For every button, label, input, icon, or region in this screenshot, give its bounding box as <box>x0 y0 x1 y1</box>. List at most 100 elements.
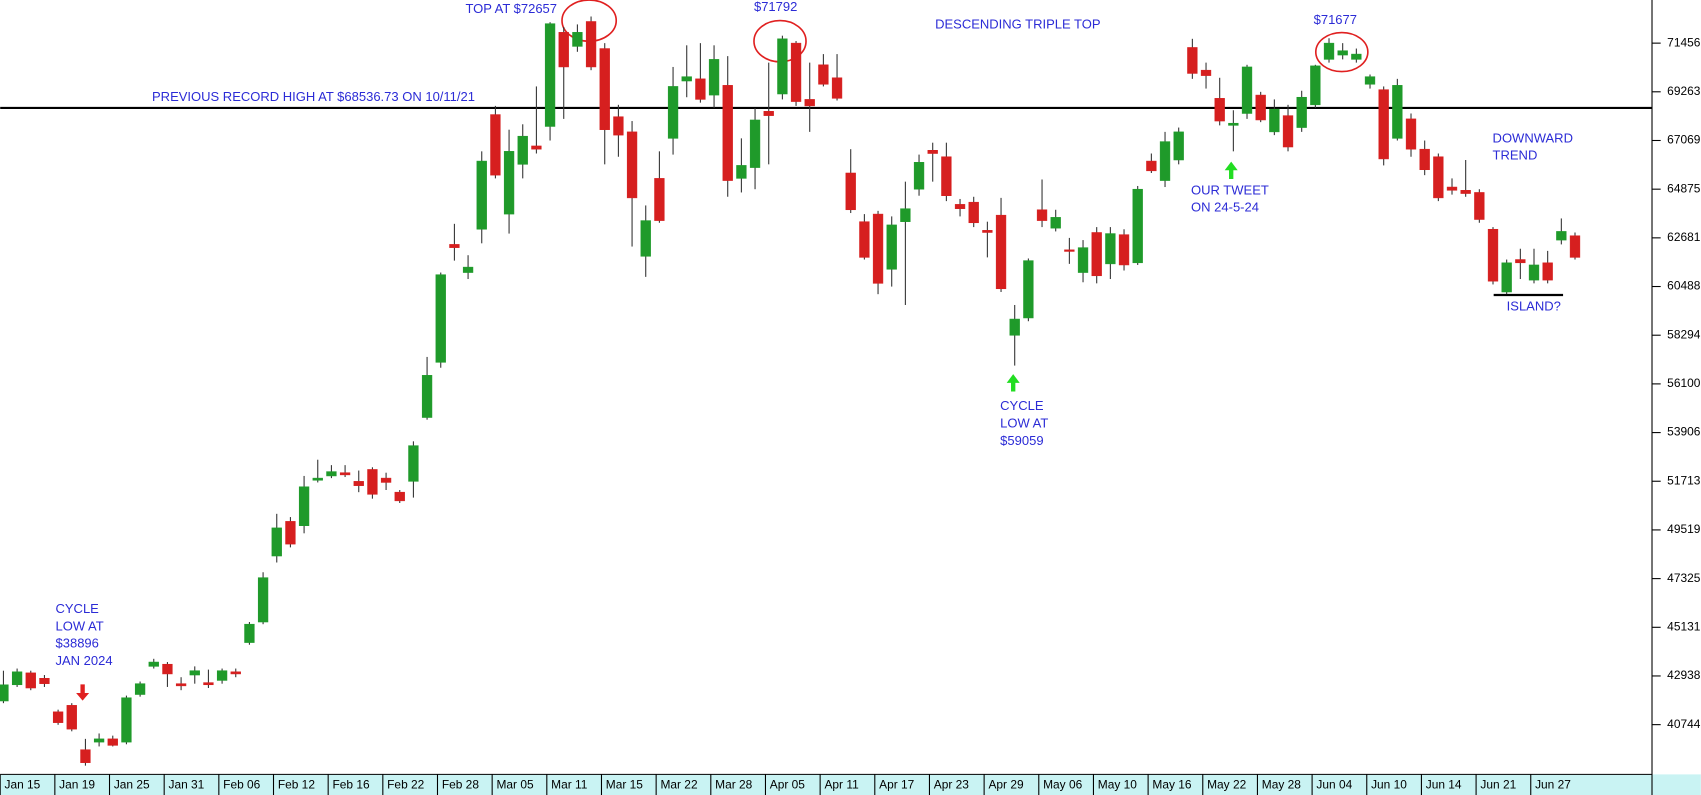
candle-body <box>804 99 815 107</box>
arrow-down <box>76 684 90 701</box>
candle-body <box>175 683 187 687</box>
candle-body <box>1392 85 1403 139</box>
candle-body <box>1255 94 1266 121</box>
highlight-circle <box>1314 31 1369 73</box>
candle-body <box>763 111 774 116</box>
candle-body <box>1200 69 1212 76</box>
candle-body <box>394 491 405 502</box>
candle-body <box>134 683 146 695</box>
candle-body <box>1146 160 1157 172</box>
x-tick-label: Jun 10 <box>1371 777 1407 791</box>
candle-body <box>1269 108 1280 133</box>
candle-body <box>1419 148 1430 171</box>
candle-body <box>326 471 337 477</box>
candle-body <box>1077 247 1089 273</box>
candle-body <box>1364 76 1376 85</box>
arrow-up <box>1224 161 1238 179</box>
x-axis-band <box>0 774 1701 795</box>
annotation: ISLAND? <box>1507 298 1561 313</box>
candle-body <box>476 160 487 230</box>
annotation: $38896 <box>56 636 99 651</box>
x-tick-label: Apr 23 <box>934 777 969 791</box>
annotation: LOW AT <box>56 618 104 633</box>
candle-body <box>52 711 64 723</box>
candle-body <box>189 670 200 676</box>
y-tick-label: 69263 <box>1667 84 1701 98</box>
candle-body <box>1405 118 1417 150</box>
candle-body <box>1159 141 1171 181</box>
annotation: CYCLE <box>1000 398 1044 413</box>
x-tick-label: Feb 22 <box>387 777 424 791</box>
candle-body <box>626 131 638 199</box>
x-tick-label: Jun 14 <box>1426 777 1462 791</box>
candle-body <box>298 486 310 526</box>
candle-body <box>339 472 351 476</box>
candle-body <box>1323 42 1335 60</box>
candle-body <box>435 274 446 363</box>
y-tick-label: 53906 <box>1667 425 1701 439</box>
candle-body <box>244 623 255 643</box>
candle-body <box>39 678 50 684</box>
y-tick-label: 62681 <box>1667 230 1701 244</box>
candle-body <box>736 165 747 179</box>
x-tick-label: Jan 15 <box>5 777 41 791</box>
candle-body <box>148 661 159 667</box>
candle-body <box>462 266 474 273</box>
x-tick-label: May 16 <box>1152 777 1191 791</box>
candle-body <box>1023 260 1034 319</box>
x-tick-label: Apr 05 <box>770 777 805 791</box>
candle-body <box>872 213 884 284</box>
x-tick-label: Mar 11 <box>551 777 588 791</box>
x-tick-label: Mar 22 <box>660 777 697 791</box>
y-tick-label: 42938 <box>1667 668 1701 682</box>
x-tick-label: Jan 19 <box>59 777 95 791</box>
candle-body <box>818 64 829 85</box>
candle-body <box>1050 217 1061 229</box>
y-tick-label: 56100 <box>1667 376 1701 390</box>
candle-body <box>1310 65 1321 106</box>
candle-body <box>1296 96 1307 128</box>
candle-body <box>216 670 228 681</box>
candle-body <box>1556 231 1567 241</box>
candle-body <box>900 208 911 222</box>
candle-body <box>1542 262 1553 281</box>
candle-body <box>1474 192 1485 220</box>
y-tick-label: 58294 <box>1667 327 1701 341</box>
y-tick-label: 64875 <box>1667 181 1701 195</box>
candle-body <box>1433 156 1444 199</box>
candle-body <box>1187 47 1198 74</box>
candle-body <box>613 116 624 136</box>
arrow-up <box>1006 374 1020 392</box>
candle-body <box>1446 186 1458 191</box>
candles <box>0 16 1581 766</box>
candle-body <box>353 481 364 486</box>
candle-body <box>585 21 597 68</box>
annotation: LOW AT <box>1000 416 1048 431</box>
candle-body <box>1337 50 1348 56</box>
candle-body <box>1214 98 1225 122</box>
y-tick-label: 51713 <box>1667 473 1701 487</box>
x-tick-label: Jan 25 <box>114 777 150 791</box>
candle-body <box>1064 249 1075 252</box>
candle-body <box>531 145 542 150</box>
annotation: ON 24-5-24 <box>1191 200 1259 215</box>
annotation: TOP AT $72657 <box>465 1 557 16</box>
candle-body <box>25 672 36 689</box>
candle-body <box>285 521 296 545</box>
x-tick-label: Apr 11 <box>824 777 859 791</box>
x-tick-label: May 06 <box>1043 777 1082 791</box>
y-tick-label: 47325 <box>1667 571 1701 585</box>
candle-body <box>121 697 132 743</box>
y-tick-label: 67069 <box>1667 133 1701 147</box>
candle-body <box>544 23 556 127</box>
decorations <box>76 0 1564 701</box>
candle-body <box>1228 122 1239 126</box>
candle-body <box>66 705 77 730</box>
candle-body <box>230 671 241 675</box>
candle-body <box>1009 318 1020 336</box>
candle-body <box>1173 131 1184 161</box>
x-tick-label: Feb 06 <box>223 777 260 791</box>
x-tick-label: Apr 29 <box>988 777 1023 791</box>
candle-body <box>162 663 173 675</box>
